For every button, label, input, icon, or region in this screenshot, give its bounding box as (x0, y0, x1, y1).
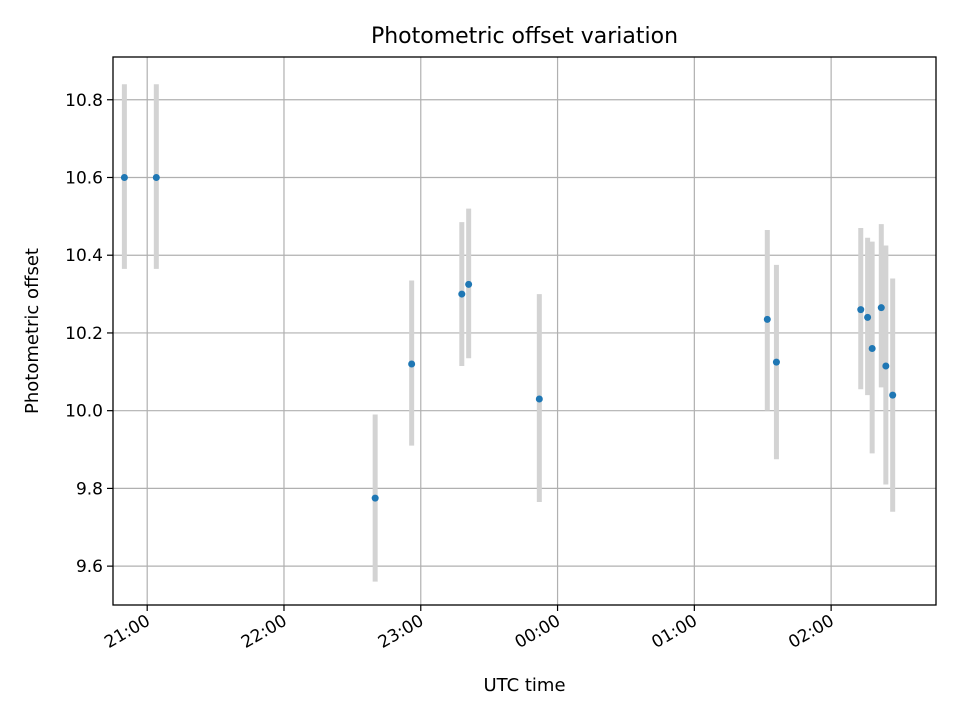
data-point (882, 362, 890, 370)
data-point (120, 173, 128, 181)
y-tick-label: 10.6 (65, 168, 103, 188)
data-points (120, 173, 897, 502)
data-point (465, 280, 473, 288)
x-axis-label: UTC time (483, 675, 565, 696)
y-tick-label: 10.4 (65, 246, 103, 266)
data-point (152, 173, 160, 181)
data-point (877, 304, 885, 312)
data-point (458, 290, 466, 298)
grid (113, 57, 936, 605)
x-tick-label: 01:00 (648, 611, 700, 653)
y-axis-label: Photometric offset (22, 248, 43, 414)
y-tick-label: 10.2 (65, 324, 103, 344)
y-tick-label: 9.8 (76, 479, 103, 499)
data-point (868, 344, 876, 352)
x-tick-label: 22:00 (238, 611, 290, 653)
chart-title: Photometric offset variation (371, 24, 678, 49)
x-tick-label: 02:00 (785, 611, 837, 653)
data-point (857, 306, 865, 314)
y-axis: 9.6 9.8 10.0 10.2 10.4 10.6 10.8 (65, 91, 113, 577)
data-point (864, 313, 872, 321)
data-point (763, 315, 771, 323)
data-point (889, 391, 897, 399)
y-tick-label: 9.6 (76, 557, 103, 577)
data-point (371, 494, 379, 502)
data-point (408, 360, 416, 368)
data-point (772, 358, 780, 366)
x-tick-label: 21:00 (101, 611, 153, 653)
x-axis: 21:00 22:00 23:00 00:00 01:00 02:00 (101, 605, 838, 653)
y-tick-label: 10.0 (65, 402, 103, 422)
x-tick-label: 00:00 (512, 611, 564, 653)
x-tick-label: 23:00 (375, 611, 427, 653)
data-point (535, 395, 543, 403)
plot-frame (112, 56, 937, 606)
y-tick-label: 10.8 (65, 91, 103, 111)
